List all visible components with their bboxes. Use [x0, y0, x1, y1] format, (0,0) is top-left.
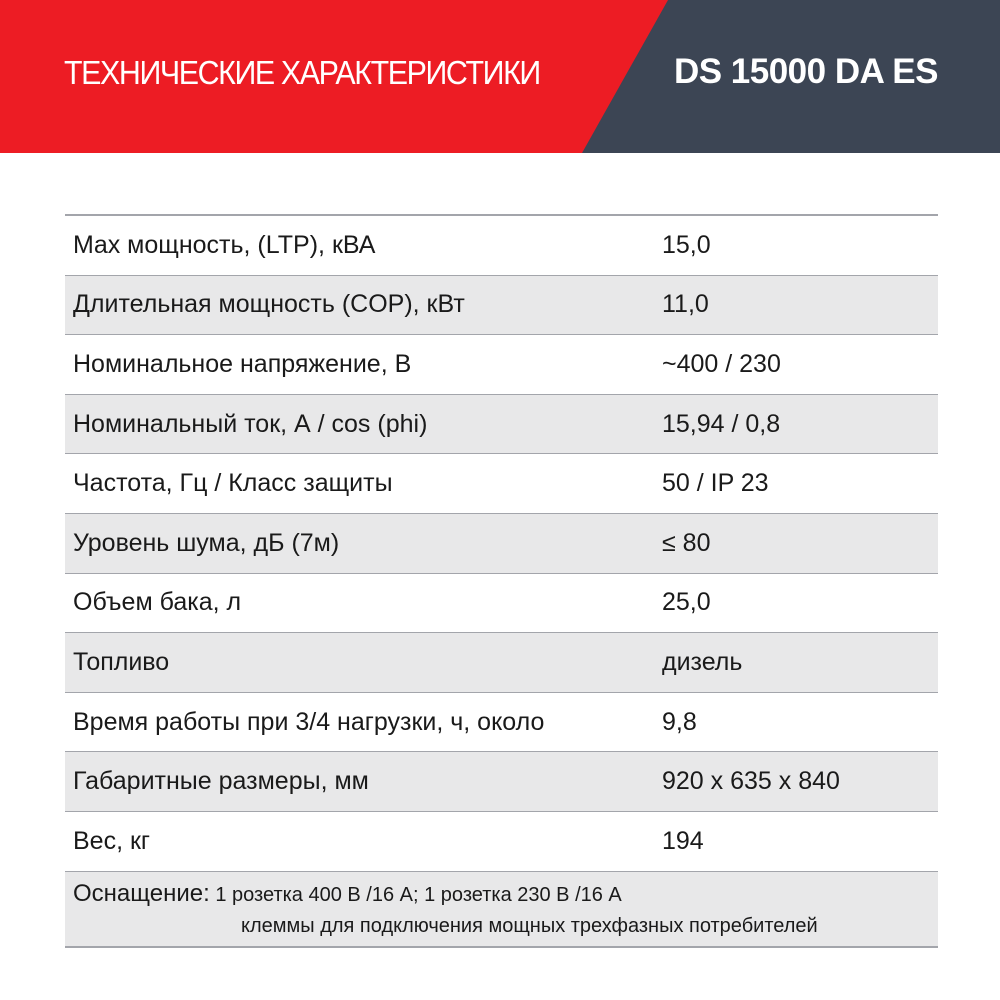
- header-banner: ТЕХНИЧЕСКИЕ ХАРАКТЕРИСТИКИ DS 15000 DA E…: [0, 0, 1000, 153]
- spec-row: Max мощность, (LTP), кВА 15,0: [65, 216, 938, 276]
- spec-label: Длительная мощность (COP), кВт: [73, 290, 465, 319]
- model-name: DS 15000 DA ES: [673, 52, 939, 91]
- spec-value: 50 / IP 23: [662, 469, 769, 498]
- spec-row: Габаритные размеры, мм 920 x 635 x 840: [65, 752, 938, 812]
- spec-row: Длительная мощность (COP), кВт 11,0: [65, 275, 938, 336]
- spec-label: Габаритные размеры, мм: [73, 767, 369, 796]
- equipment-label: Оснащение:: [73, 879, 210, 907]
- spec-value: ≤ 80: [662, 528, 711, 557]
- spec-value: дизель: [662, 647, 743, 676]
- specs-table: Max мощность, (LTP), кВА 15,0 Длительная м…: [65, 214, 938, 948]
- spec-row: Номинальное напряжение, В ~400 / 230: [65, 335, 938, 395]
- spec-row: Номинальный ток, А / cos (phi) 15,94 / 0,…: [65, 394, 938, 455]
- spec-value: ~400 / 230: [662, 349, 781, 378]
- spec-label: Время работы при 3/4 нагрузки, ч, около: [73, 707, 545, 736]
- spec-label: Номинальный ток, А / cos (phi): [73, 409, 428, 438]
- spec-value: 25,0: [662, 588, 711, 617]
- page-title: ТЕХНИЧЕСКИЕ ХАРАКТЕРИСТИКИ: [64, 54, 541, 91]
- spec-label: Номинальное напряжение, В: [73, 349, 412, 378]
- equipment-row: Оснащение: 1 розетка 400 В /16 А; 1 розе…: [65, 871, 938, 948]
- spec-value: 11,0: [662, 290, 709, 319]
- spec-label: Частота, Гц / Класс защиты: [73, 469, 393, 498]
- spec-value: 15,0: [662, 230, 711, 259]
- spec-value: 9,8: [662, 707, 697, 736]
- spec-row: Уровень шума, дБ (7м) ≤ 80: [65, 513, 938, 574]
- equipment-line-2: клеммы для подключения мощных трехфазных…: [241, 914, 818, 937]
- spec-label: Вес, кг: [73, 826, 151, 855]
- spec-label: Топливо: [73, 647, 170, 676]
- spec-row: Топливо дизель: [65, 633, 938, 693]
- banner-background: [0, 0, 1000, 153]
- spec-value: 920 x 635 x 840: [662, 767, 840, 796]
- spec-label: Объем бака, л: [73, 588, 242, 617]
- spec-row: Объем бака, л 25,0: [65, 574, 938, 634]
- spec-row: Время работы при 3/4 нагрузки, ч, около 9…: [65, 693, 938, 753]
- spec-value: 15,94 / 0,8: [662, 409, 781, 438]
- spec-row: Частота, Гц / Класс защиты 50 / IP 23: [65, 454, 938, 514]
- spec-label: Уровень шума, дБ (7м): [73, 528, 340, 557]
- spec-row: Вес, кг 194: [65, 812, 938, 872]
- equipment-line-1: 1 розетка 400 В /16 А; 1 розетка 230 В /…: [215, 883, 622, 906]
- spec-value: 194: [662, 826, 704, 855]
- banner-red-panel: [0, 0, 668, 153]
- spec-label: Max мощность, (LTP), кВА: [73, 230, 376, 259]
